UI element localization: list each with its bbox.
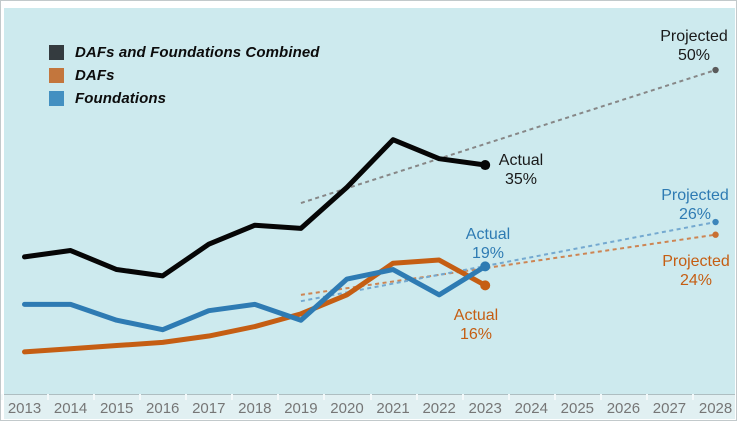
x-axis-tick [323,394,326,400]
foundations-swatch-icon [49,91,64,106]
x-axis-tick [461,394,464,400]
legend-item-foundations: Foundations [49,90,320,107]
x-axis-tick [47,394,50,400]
x-axis-label: 2028 [698,400,733,417]
x-axis-tick [139,394,142,400]
combined-projected-dot [712,66,719,74]
x-axis-tick [277,394,280,400]
x-axis-label: 2027 [652,400,687,417]
combined-swatch-icon [49,45,64,60]
x-axis-label: 2014 [53,400,88,417]
plot-area [4,8,735,394]
combined-actual-line [22,137,488,279]
x-axis-label: 2020 [330,400,364,417]
x-axis-label: 2017 [192,400,226,417]
x-axis: 2013 2014 2015 2016 2017 2018 2019 2020 2021 2022… [1,394,735,419]
x-axis-tick [93,394,96,400]
legend: DAFs and Foundations Combined DAFs Found… [49,44,320,114]
x-axis-label: 2018 [238,400,272,417]
dafs-swatch-icon [49,68,64,83]
x-axis-tick [553,394,556,400]
x-axis-tick [599,394,602,400]
x-axis-label: 2013 [7,400,42,417]
x-axis-label: 2026 [606,400,641,417]
combined-actual-label: Actual 35% [498,152,544,188]
x-axis-tick [415,394,418,400]
combined-projected-label: Projected 50% [660,28,728,64]
x-axis-tick [645,394,648,400]
x-axis-label: 2025 [560,400,595,417]
foundations-actual-dot [480,261,491,272]
x-axis-tick [369,394,372,400]
dafs-trend-line [300,233,716,296]
combined-trend-line [300,69,716,204]
x-axis-tick [231,394,234,400]
combined-actual-dot [480,160,491,171]
x-axis-tick [1,394,3,400]
x-axis-tick [185,394,188,400]
x-axis-label: 2023 [468,400,502,417]
x-axis-label: 2022 [422,400,456,417]
x-axis-label: 2016 [146,400,180,417]
foundations-projected-label: Projected 26% [661,187,729,223]
foundations-actual-line [22,263,488,333]
legend-label-foundations: Foundations [75,90,167,107]
x-axis-label: 2024 [514,400,548,417]
x-axis-label: 2021 [376,400,410,417]
legend-item-dafs: DAFs [49,67,320,84]
dafs-projected-label: Projected 24% [662,253,730,289]
x-axis-tick [507,394,510,400]
foundations-projected-dot [712,218,719,226]
legend-item-combined: DAFs and Foundations Combined [49,44,320,61]
dafs-actual-label: Actual 16% [453,307,499,343]
foundations-actual-label: Actual 19% [465,226,511,262]
foundations-trend-line [300,221,716,303]
x-axis-label: 2015 [99,400,134,417]
x-axis-label: 2019 [284,400,318,417]
legend-label-dafs: DAFs [75,67,115,84]
legend-label-combined: DAFs and Foundations Combined [75,44,320,61]
x-axis-tick [692,394,695,400]
dafs-projected-dot [712,231,719,238]
dafs-actual-line [22,257,488,355]
dafs-actual-dot [480,280,491,291]
